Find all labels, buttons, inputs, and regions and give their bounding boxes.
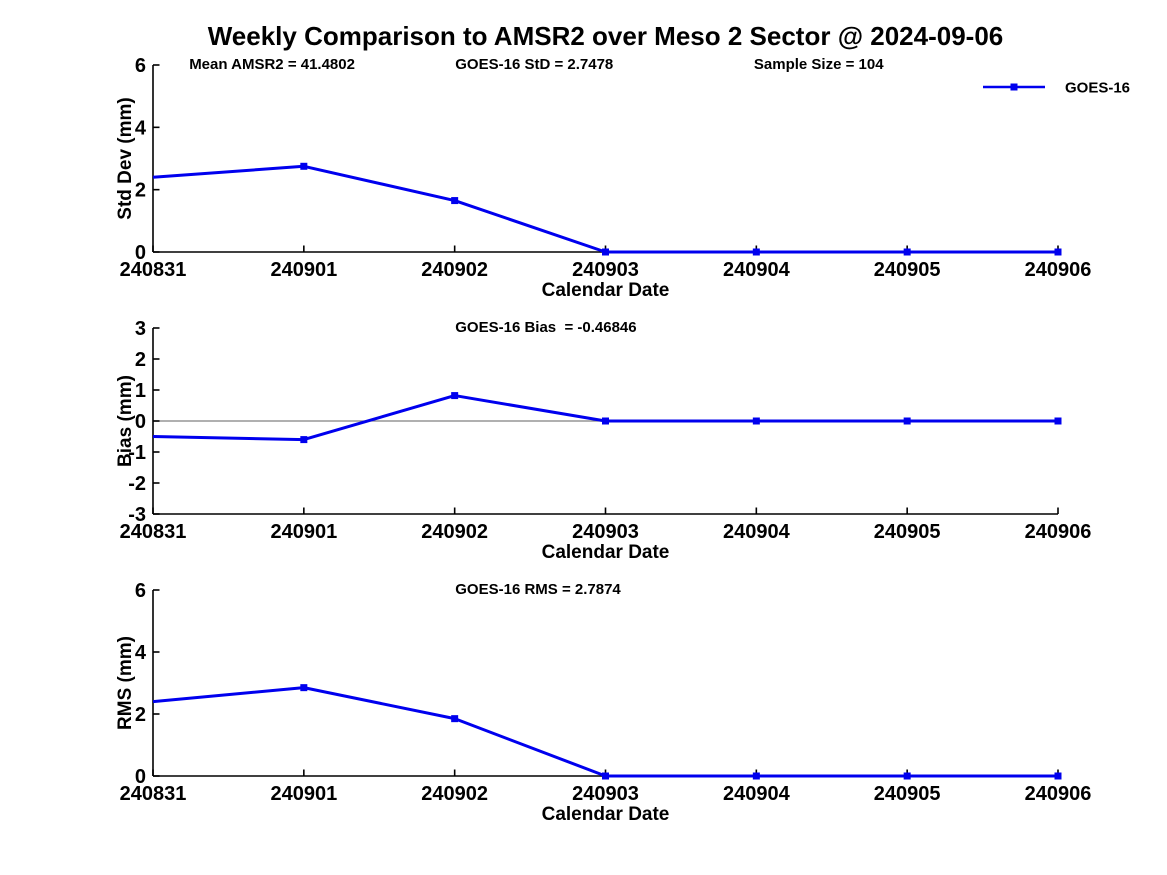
legend-label: GOES-16 [1065, 79, 1130, 96]
data-point-marker [752, 772, 760, 780]
data-point-marker [903, 772, 911, 780]
x-tick-label: 240901 [270, 783, 337, 805]
stat-annotation: Mean AMSR2 = 41.4802 [189, 56, 355, 73]
stat-annotation: GOES-16 StD = 2.7478 [455, 56, 613, 73]
y-tick-label: 0 [135, 411, 146, 433]
data-point-marker [1054, 772, 1062, 780]
x-tick-label: 240903 [572, 521, 639, 543]
data-point-marker [752, 248, 760, 256]
x-tick-label: 240905 [874, 521, 941, 543]
x-axis-title: Calendar Date [542, 280, 670, 301]
y-tick-label: 6 [135, 580, 146, 602]
data-point-marker [451, 197, 459, 205]
y-tick-label: 4 [135, 117, 147, 139]
x-tick-label: 240902 [421, 783, 488, 805]
data-point-marker [602, 417, 609, 425]
data-point-marker [903, 248, 911, 256]
x-tick-label: 240902 [421, 259, 488, 281]
y-tick-label: 6 [135, 55, 146, 77]
x-tick-label: 240905 [874, 783, 941, 805]
x-tick-label: 240904 [723, 783, 791, 805]
data-point-marker [752, 417, 760, 425]
data-point-marker [451, 715, 459, 723]
subplot-rms: 0 2 4 6 240831 240901 240902 240903 240904 240905… [115, 580, 1091, 825]
y-tick-label: 1 [135, 380, 146, 402]
data-point-marker [1054, 248, 1062, 256]
data-point-marker [451, 392, 459, 400]
data-point-marker [300, 436, 308, 444]
stat-annotation: Sample Size = 104 [754, 56, 884, 73]
data-point-marker [602, 772, 609, 780]
x-tick-label: 240906 [1025, 521, 1092, 543]
stat-annotation: GOES-16 Bias = -0.46846 [455, 319, 636, 336]
legend-marker [1010, 83, 1018, 91]
data-point-marker [1054, 417, 1062, 425]
x-tick-label: 240901 [270, 259, 337, 281]
data-point-marker [300, 162, 308, 170]
data-point-marker [300, 684, 308, 692]
x-tick-label: 240903 [572, 783, 639, 805]
y-axis-title: Std Dev (mm) [115, 97, 136, 219]
x-tick-label: 240904 [723, 259, 791, 281]
y-tick-label: -1 [128, 442, 146, 464]
y-tick-label: 2 [135, 180, 146, 202]
x-tick-label: 240903 [572, 259, 639, 281]
x-tick-label: 240906 [1025, 783, 1092, 805]
subplot-stddev: 0 2 4 6 240831 240901 240902 240903 240904 240905… [115, 55, 1130, 301]
series-line [152, 164, 1058, 254]
x-tick-label: 240831 [120, 259, 187, 281]
data-point-marker [602, 248, 609, 256]
x-tick-label: 240905 [874, 259, 941, 281]
y-tick-label: 0 [135, 242, 146, 264]
x-tick-label: 240831 [120, 783, 187, 805]
x-axis-title: Calendar Date [542, 804, 670, 825]
y-tick-label: 2 [135, 349, 146, 371]
chart-title: Weekly Comparison to AMSR2 over Meso 2 S… [207, 21, 1004, 51]
x-tick-label: 240902 [421, 521, 488, 543]
series-line [152, 686, 1058, 778]
y-tick-label: 4 [135, 642, 147, 664]
y-tick-label: 0 [135, 766, 146, 788]
y-tick-label: -3 [128, 504, 146, 526]
y-axis-title: RMS (mm) [115, 636, 136, 730]
x-tick-label: 240901 [270, 521, 337, 543]
x-tick-label: 240831 [120, 521, 187, 543]
x-tick-label: 240906 [1025, 259, 1092, 281]
subplot-bias: -3 -2 -1 0 1 2 3 240831 240901 240902 240903 240904… [115, 318, 1091, 563]
y-axis-title: Bias (mm) [115, 375, 136, 467]
y-tick-label: -2 [128, 473, 146, 495]
legend: GOES-16 [983, 79, 1130, 96]
stat-annotation: GOES-16 RMS = 2.7874 [455, 581, 621, 598]
data-point-marker [903, 417, 911, 425]
x-tick-label: 240904 [723, 521, 791, 543]
y-tick-label: 2 [135, 704, 146, 726]
y-tick-label: 3 [135, 318, 146, 340]
x-axis-title: Calendar Date [542, 542, 670, 563]
